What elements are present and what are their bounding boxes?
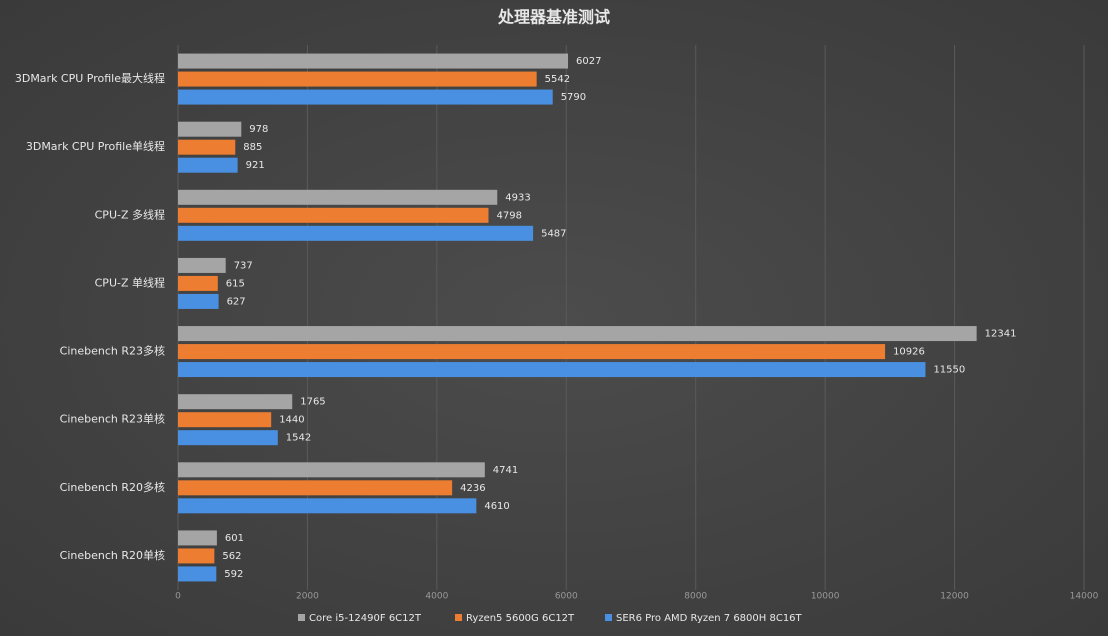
bar (178, 362, 926, 378)
chart-title: 处理器基准测试 (497, 8, 610, 27)
bar (178, 548, 215, 564)
value-label: 6027 (576, 56, 601, 67)
value-label: 615 (226, 278, 245, 289)
legend-swatch (605, 614, 612, 621)
value-label: 921 (246, 160, 265, 171)
value-label: 4798 (496, 210, 521, 221)
value-label: 885 (243, 142, 262, 153)
bar (178, 530, 217, 546)
value-label: 601 (225, 533, 244, 544)
x-tick-label: 12000 (940, 592, 969, 602)
bar (178, 293, 219, 309)
value-label: 978 (249, 124, 268, 135)
y-tick-label: 3DMark CPU Profile单线程 (26, 139, 165, 153)
bar (178, 275, 218, 291)
value-label: 4236 (460, 483, 485, 494)
bar (178, 394, 293, 410)
bar (178, 344, 886, 360)
x-tick-label: 14000 (1070, 592, 1099, 602)
value-label: 1542 (286, 433, 311, 444)
bar (178, 157, 238, 173)
y-tick-label: Cinebench R23多核 (60, 344, 165, 358)
x-tick-label: 6000 (555, 592, 578, 602)
value-label: 5542 (545, 74, 570, 85)
y-tick-label: CPU-Z 多线程 (95, 207, 165, 221)
y-tick-label: Cinebench R20单核 (60, 548, 165, 562)
bar (178, 257, 226, 273)
legend-label: Core i5-12490F 6C12T (309, 613, 422, 624)
x-tick-label: 0 (175, 592, 181, 602)
value-label: 737 (234, 260, 253, 271)
bar (178, 207, 489, 223)
bar (178, 225, 534, 241)
y-tick-label: 3DMark CPU Profile最大线程 (15, 71, 165, 85)
y-tick-label: Cinebench R20多核 (60, 480, 165, 494)
value-label: 4933 (505, 192, 530, 203)
bar (178, 430, 278, 446)
bar (178, 480, 453, 496)
y-tick-label: CPU-Z 单线程 (95, 275, 165, 289)
x-tick-label: 10000 (811, 592, 840, 602)
value-label: 4610 (484, 501, 509, 512)
x-tick-label: 2000 (296, 592, 319, 602)
bar (178, 121, 242, 137)
value-label: 5487 (541, 228, 566, 239)
bar (178, 189, 498, 205)
bar (178, 71, 537, 87)
legend-swatch (298, 614, 305, 621)
value-label: 562 (222, 551, 241, 562)
value-label: 12341 (985, 329, 1017, 340)
bar (178, 89, 553, 105)
y-tick-label: Cinebench R23单核 (60, 412, 165, 426)
x-tick-label: 4000 (425, 592, 448, 602)
bar (178, 566, 217, 582)
bar (178, 53, 569, 69)
legend-label: SER6 Pro AMD Ryzen 7 6800H 8C16T (616, 613, 803, 624)
bar (178, 412, 272, 428)
value-label: 592 (224, 569, 243, 580)
legend-swatch (455, 614, 462, 621)
value-label: 627 (227, 296, 246, 307)
value-label: 1765 (300, 397, 325, 408)
bar (178, 326, 977, 342)
legend-label: Ryzen5 5600G 6C12T (466, 613, 575, 624)
value-label: 1440 (279, 415, 304, 426)
x-tick-label: 8000 (684, 592, 707, 602)
value-label: 11550 (933, 365, 965, 376)
bar (178, 462, 485, 478)
value-label: 4741 (493, 465, 518, 476)
value-label: 10926 (893, 347, 925, 358)
bar (178, 139, 236, 155)
bar (178, 498, 477, 514)
value-label: 5790 (561, 92, 586, 103)
